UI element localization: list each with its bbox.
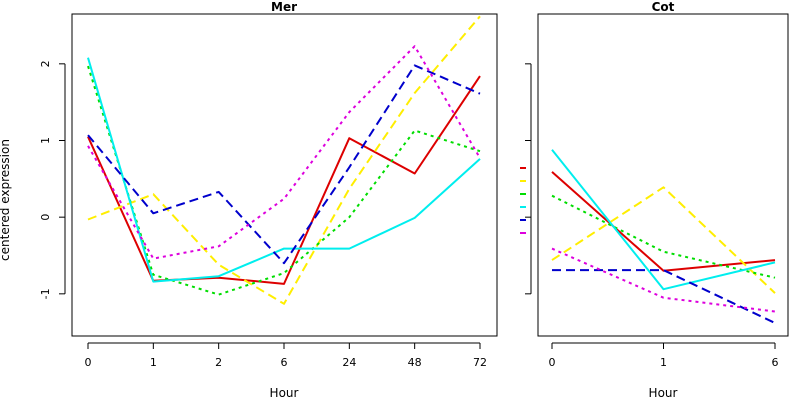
panel-cot: Cot 0 1 6 Hour [525,0,789,400]
x-tick-label-mer: 1 [150,356,157,369]
x-axis-title-mer: Hour [270,386,299,400]
x-tick-label-cot: 6 [772,356,779,369]
y-tick-label: 1 [39,137,52,144]
series-line-mer-1 [87,75,481,285]
x-tick-label-mer: 0 [85,356,92,369]
plot-frame-mer [71,13,498,337]
y-tick-label: 2 [39,60,52,67]
panel-mer: Mer 0 1 2 6 24 48 72 -1 0 1 2 Hour [39,0,498,400]
series-line-mer-2 [87,15,481,305]
legend-marks [520,167,526,234]
plot-area-mer: 0 1 2 6 24 48 72 -1 0 1 2 [39,13,498,369]
series-line-cot-1 [551,171,776,272]
plot-frame-cot [537,13,789,337]
series-line-cot-5 [552,269,776,324]
x-tick-label-mer: 24 [342,356,356,369]
panel-title-cot: Cot [652,0,675,14]
x-tick-label-cot: 1 [660,356,667,369]
series-line-mer-4 [87,57,481,283]
x-tick-label-mer: 48 [408,356,422,369]
plot-area-cot: 0 1 6 [525,13,789,369]
series-line-cot-4 [551,149,776,291]
series-line-mer-6 [87,45,481,260]
x-tick-label-cot: 0 [549,356,556,369]
panel-title-mer: Mer [271,0,297,14]
x-tick-label-mer: 6 [281,356,288,369]
y-axis-title: centered expression [0,139,12,261]
series-line-mer-3 [87,65,481,296]
series-line-cot-3 [551,194,776,279]
y-tick-label: -1 [39,288,52,299]
series-line-mer-5 [87,64,481,265]
series-line-cot-6 [551,247,776,313]
y-tick-label: 0 [39,214,52,221]
x-tick-label-mer: 72 [473,356,487,369]
x-tick-label-mer: 2 [215,356,222,369]
series-line-cot-2 [551,186,776,294]
x-axis-title-cot: Hour [649,386,678,400]
